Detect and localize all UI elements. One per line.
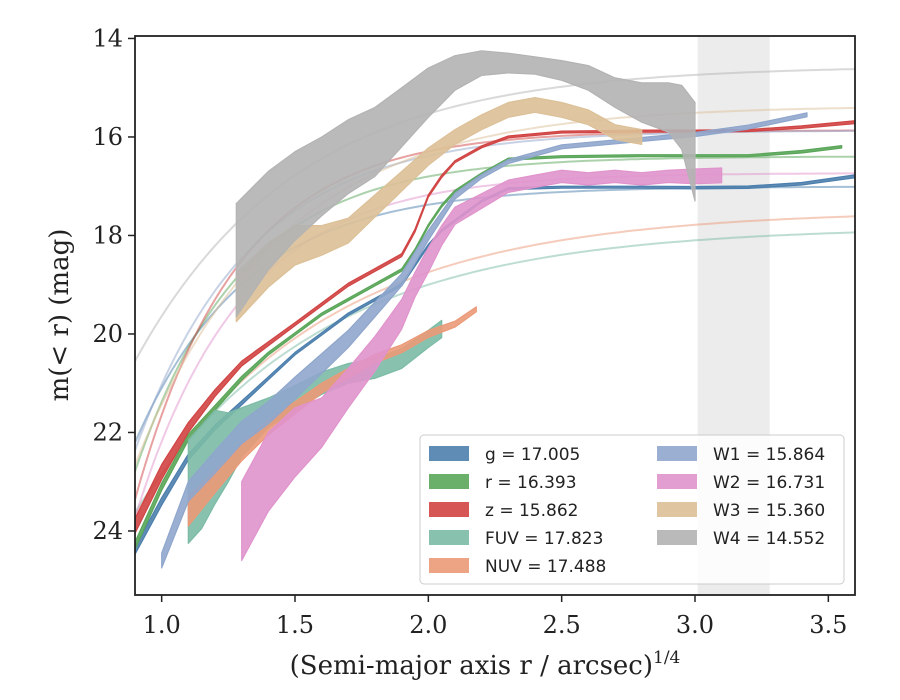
legend-swatch-w1 bbox=[657, 446, 697, 461]
legend-swatch-r bbox=[429, 474, 469, 489]
legend-label-w1: W1 = 15.864 bbox=[713, 445, 825, 465]
legend-swatch-z bbox=[429, 502, 469, 517]
x-axis-label-main: (Semi-major axis r / arcsec) bbox=[290, 651, 653, 681]
legend-label-z: z = 15.862 bbox=[485, 501, 578, 521]
band-fuv bbox=[187, 319, 443, 544]
band-z bbox=[135, 120, 855, 535]
x-axis-label-exponent: 1/4 bbox=[653, 648, 680, 668]
plot-frame bbox=[134, 35, 856, 596]
y-tick-label: 20 bbox=[92, 320, 123, 348]
y-axis-label: m(< r) (mag) bbox=[45, 229, 75, 402]
y-tick-label: 14 bbox=[92, 24, 123, 52]
band-w1 bbox=[161, 112, 808, 569]
x-tick-label: 3.0 bbox=[676, 611, 714, 639]
band-r bbox=[135, 145, 843, 551]
legend-swatch-w2 bbox=[657, 474, 697, 489]
legend-label-nuv: NUV = 17.488 bbox=[485, 557, 606, 577]
y-tick-label: 18 bbox=[92, 221, 123, 249]
x-tick-label: 1.5 bbox=[276, 611, 314, 639]
y-tick-label: 22 bbox=[92, 418, 123, 446]
legend-swatch-fuv bbox=[429, 530, 469, 545]
legend-label-g: g = 17.005 bbox=[485, 445, 580, 465]
legend-swatch-nuv bbox=[429, 558, 469, 573]
band-w2 bbox=[241, 167, 723, 562]
legend-box bbox=[419, 434, 845, 585]
band-w4 bbox=[235, 50, 696, 318]
legend-label-w2: W2 = 16.731 bbox=[713, 473, 825, 493]
x-tick-label: 2.5 bbox=[543, 611, 581, 639]
legend-label-r: r = 16.393 bbox=[485, 473, 577, 493]
legend-label-fuv: FUV = 17.823 bbox=[485, 529, 603, 549]
band-w3 bbox=[235, 96, 643, 323]
band-g bbox=[135, 174, 855, 556]
y-tick-label: 16 bbox=[92, 123, 123, 151]
legend-swatch-w4 bbox=[657, 530, 697, 545]
model-curve-fuv bbox=[135, 231, 855, 513]
x-tick-label: 3.5 bbox=[809, 611, 847, 639]
x-tick-label: 2.0 bbox=[409, 611, 447, 639]
x-tick-label: 1.0 bbox=[143, 611, 181, 639]
x-axis-label: (Semi-major axis r / arcsec)1/4 bbox=[290, 648, 681, 681]
y-tick-label: 24 bbox=[92, 517, 123, 545]
legend-label-w4: W4 = 14.552 bbox=[713, 529, 825, 549]
legend-swatch-w3 bbox=[657, 502, 697, 517]
model-curve-nuv bbox=[135, 215, 855, 517]
legend-swatch-g bbox=[429, 446, 469, 461]
legend-label-w3: W3 = 15.360 bbox=[713, 501, 825, 521]
